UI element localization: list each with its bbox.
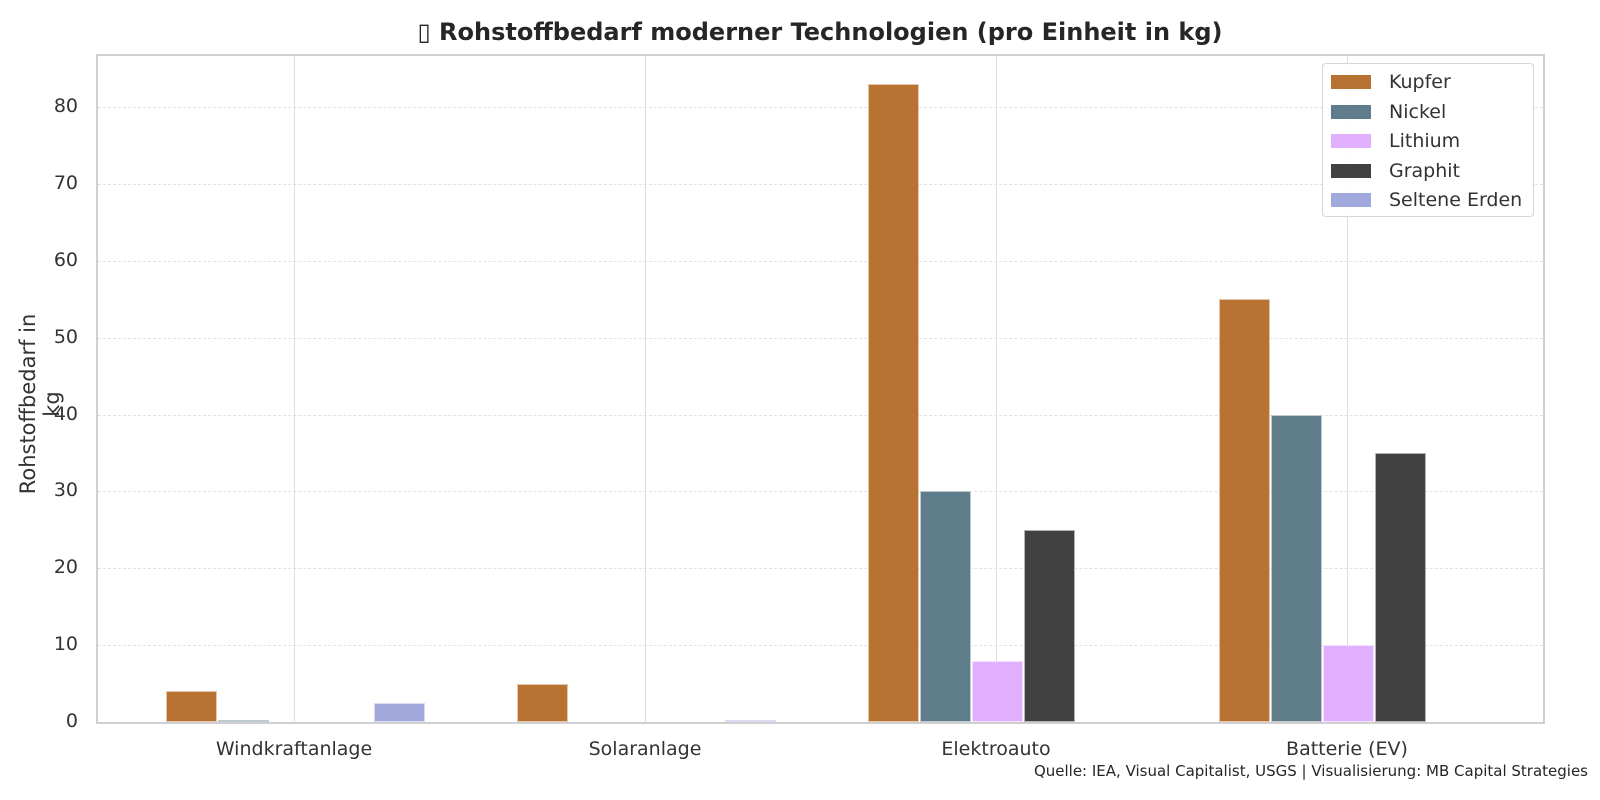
bar-kupfer — [517, 683, 568, 722]
chart-title: ▯ Rohstoffbedarf moderner Technologien (… — [417, 18, 1223, 46]
legend-item: Seltene Erden — [1331, 188, 1522, 212]
gridline-y — [98, 183, 1543, 185]
gridline-x — [294, 56, 295, 722]
legend: Kupfer Nickel Lithium Graphit Seltene Erden — [1322, 63, 1534, 217]
gridline-y — [98, 337, 1543, 339]
legend-swatch-icon — [1331, 104, 1371, 119]
legend-swatch-icon — [1331, 193, 1371, 207]
y-tick-label: 0 — [65, 710, 78, 732]
legend-label: Kupfer — [1389, 71, 1451, 93]
y-tick-label: 70 — [53, 171, 78, 194]
legend-swatch-icon — [1331, 163, 1371, 178]
bar-kupfer — [1219, 299, 1270, 722]
gridline-x — [645, 56, 646, 722]
y-tick-label: 20 — [53, 556, 78, 579]
y-tick-label: 60 — [53, 248, 78, 271]
gridline-y — [98, 260, 1543, 262]
y-tick-label: 40 — [53, 402, 78, 425]
x-tick-label: Elektroauto — [941, 738, 1051, 760]
y-tick-label: 10 — [53, 633, 78, 656]
bar-seltene-erden — [725, 719, 776, 722]
legend-item: Lithium — [1331, 129, 1460, 153]
bar-kupfer — [868, 83, 919, 722]
bar-graphit — [1375, 452, 1426, 722]
legend-label: Nickel — [1389, 100, 1447, 123]
bar-lithium — [972, 660, 1023, 722]
plot-area: Kupfer Nickel Lithium Graphit Seltene Erden — [96, 54, 1545, 724]
source-note: Quelle: IEA, Visual Capitalist, USGS | V… — [1033, 762, 1588, 780]
gridline-y — [98, 491, 1543, 493]
legend-label: Lithium — [1389, 130, 1461, 152]
y-tick-label: 30 — [53, 479, 78, 502]
bar-kupfer — [166, 691, 217, 722]
bar-nickel — [920, 491, 971, 722]
y-tick-label: 80 — [53, 95, 78, 117]
gridline-x — [996, 56, 997, 722]
legend-item: Nickel — [1331, 100, 1446, 124]
gridline-y — [98, 568, 1543, 570]
legend-swatch-icon — [1331, 134, 1371, 148]
bar-graphit — [1024, 529, 1075, 722]
legend-item: Kupfer — [1331, 70, 1451, 94]
bar-lithium — [1323, 645, 1374, 722]
x-tick-label: Windkraftanlage — [215, 738, 373, 760]
gridline-y — [98, 645, 1543, 647]
bar-seltene-erden — [374, 702, 425, 722]
legend-label: Graphit — [1389, 159, 1461, 182]
bar-nickel — [218, 720, 269, 722]
x-tick-label: Batterie (EV) — [1286, 738, 1408, 760]
gridline-x — [1347, 56, 1348, 722]
x-tick-label: Solaranlage — [588, 738, 702, 760]
gridline-y — [98, 107, 1543, 108]
y-tick-label: 50 — [53, 325, 78, 348]
legend-label: Seltene Erden — [1389, 189, 1523, 211]
bar-nickel — [1271, 414, 1322, 722]
gridline-y — [98, 414, 1543, 416]
legend-swatch-icon — [1331, 75, 1371, 89]
legend-item: Graphit — [1331, 159, 1460, 183]
